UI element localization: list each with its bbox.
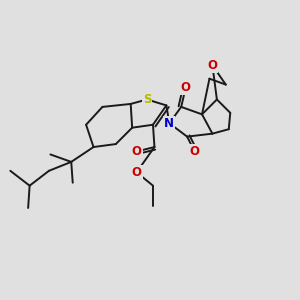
Text: O: O <box>207 59 218 72</box>
Text: O: O <box>190 145 200 158</box>
Text: N: N <box>164 117 174 130</box>
Text: O: O <box>181 81 191 94</box>
Text: O: O <box>132 166 142 179</box>
Text: O: O <box>132 145 142 158</box>
Text: S: S <box>143 93 151 106</box>
